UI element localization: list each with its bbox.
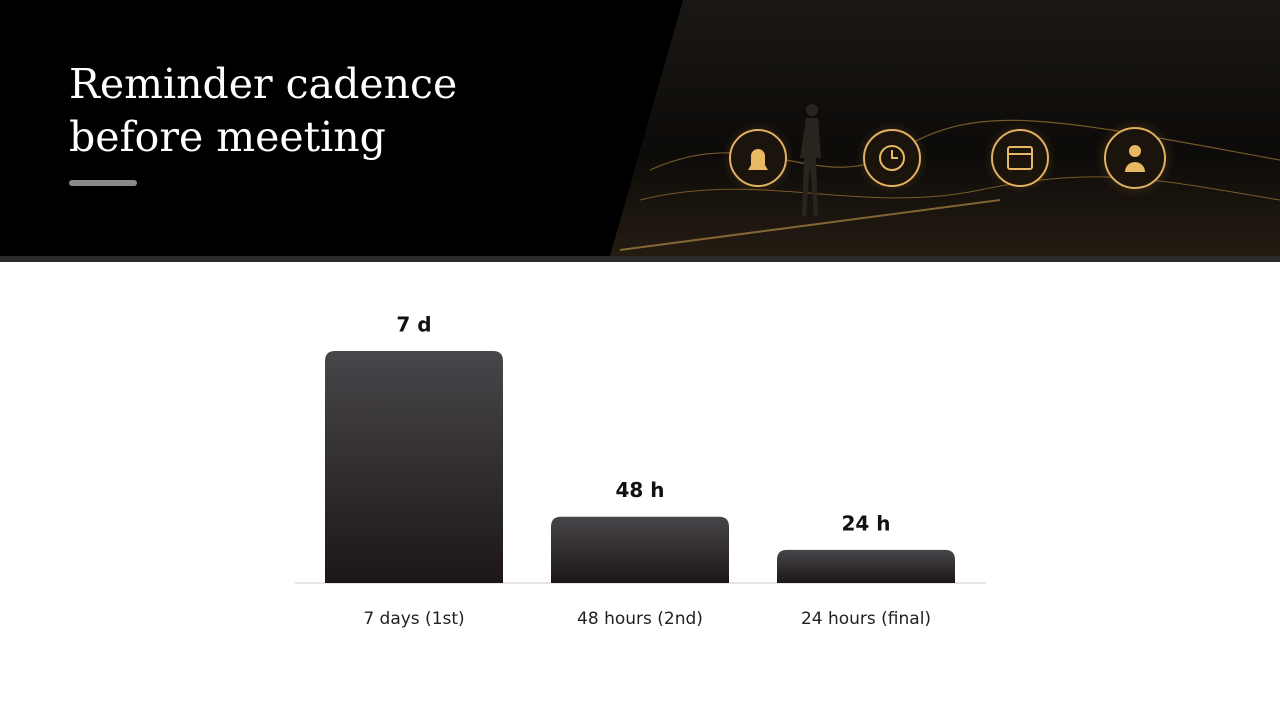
header-edge — [0, 256, 1280, 262]
title-rule — [69, 180, 137, 186]
value-label: 24 h — [841, 511, 890, 535]
value-label: 48 h — [615, 478, 664, 502]
icons — [722, 118, 1175, 198]
value-label: 7 d — [396, 313, 431, 337]
bar — [551, 516, 729, 583]
x-tick-label: 24 hours (final) — [801, 609, 931, 629]
header-image — [610, 0, 1280, 256]
x-tick-label: 7 days (1st) — [363, 609, 464, 629]
x-tick-label: 48 hours (2nd) — [577, 609, 703, 629]
light-floor — [619, 199, 1001, 251]
header — [0, 0, 1280, 262]
chart: 7 d 7 days (1st) 48 h 48 hours (2nd) 24 h 24 … — [295, 313, 986, 629]
figure — [800, 104, 821, 216]
bar — [325, 351, 503, 583]
bar — [777, 549, 955, 583]
title: Reminder cadence before meeting — [69, 60, 458, 161]
